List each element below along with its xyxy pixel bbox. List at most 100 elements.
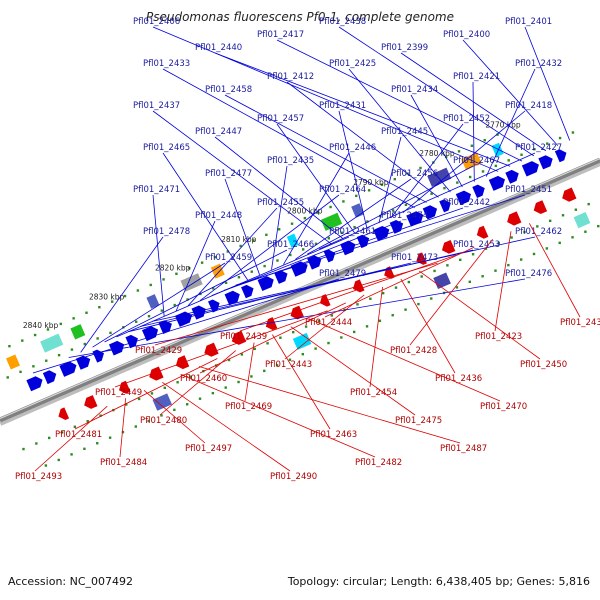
reverse-gene-arrow[interactable]	[263, 317, 278, 332]
feature-box[interactable]	[40, 333, 64, 353]
reverse-gene-arrow[interactable]	[288, 305, 304, 322]
gene-label[interactable]: Pfl01_2471	[133, 185, 180, 195]
gene-label[interactable]: Pfl01_2423	[475, 332, 522, 342]
gene-label[interactable]: Pfl01_2475	[395, 416, 442, 426]
gene-label[interactable]: Pfl01_2439	[220, 332, 267, 342]
gene-label[interactable]: Pfl01_2451	[505, 185, 552, 195]
feature-box[interactable]	[573, 212, 591, 229]
gene-label[interactable]: Pfl01_2448	[195, 211, 242, 221]
forward-gene-arrow[interactable]	[554, 147, 569, 163]
feature-box[interactable]	[433, 272, 451, 290]
gene-label[interactable]: Pfl01_2459	[205, 253, 252, 263]
feature-box[interactable]	[146, 294, 160, 309]
gene-label[interactable]: Pfl01_2452	[443, 114, 490, 124]
gene-label[interactable]: Pfl01_2412	[267, 72, 314, 82]
gene-label[interactable]: Pfl01_2455	[257, 198, 304, 208]
feature-box[interactable]	[320, 212, 343, 231]
gene-label[interactable]: Pfl01_2480	[140, 416, 187, 426]
forward-gene-arrow[interactable]	[538, 153, 555, 170]
gene-label[interactable]: Pfl01_2463	[310, 430, 357, 440]
forward-gene-arrow[interactable]	[488, 174, 508, 191]
reverse-gene-arrow[interactable]	[147, 366, 164, 382]
gene-label[interactable]: Pfl01_2464	[319, 185, 366, 195]
gene-label[interactable]: Pfl01_2437	[133, 101, 180, 111]
feature-box[interactable]	[461, 152, 482, 171]
gene-label[interactable]: Pfl01_2433	[143, 59, 190, 69]
gene-label[interactable]: Pfl01_2467	[453, 156, 500, 166]
gene-label[interactable]: Pfl01_2477	[205, 169, 252, 179]
feature-box[interactable]	[491, 142, 504, 157]
feature-box[interactable]	[292, 332, 312, 350]
reverse-gene-arrow[interactable]	[318, 294, 331, 309]
gene-label[interactable]: Pfl01_2449	[95, 388, 142, 398]
gene-label[interactable]: Pfl01_2431	[319, 101, 366, 111]
forward-gene-arrow[interactable]	[224, 289, 243, 306]
gene-label[interactable]: Pfl01_2428	[390, 346, 437, 356]
gene-label[interactable]: Pfl01_2399	[381, 43, 428, 53]
gene-label[interactable]: Pfl01_2458	[205, 85, 252, 95]
gene-label[interactable]: Pfl01_2469	[225, 402, 272, 412]
gene-label[interactable]: Pfl01_2442	[443, 198, 490, 208]
gene-label[interactable]: Pfl01_2462	[515, 227, 562, 237]
gene-label[interactable]: Pfl01_2445	[381, 127, 428, 137]
reverse-gene-arrow[interactable]	[173, 355, 190, 371]
reverse-gene-arrow[interactable]	[351, 279, 365, 294]
forward-gene-arrow[interactable]	[125, 333, 140, 349]
gene-label[interactable]: Pfl01_2456	[391, 169, 438, 179]
reverse-gene-arrow[interactable]	[56, 407, 70, 422]
forward-gene-arrow[interactable]	[92, 348, 106, 363]
gene-label[interactable]: Pfl01_2443	[265, 360, 312, 370]
reverse-gene-arrow[interactable]	[531, 200, 548, 216]
gene-label[interactable]: Pfl01_2470	[480, 402, 527, 412]
reverse-gene-arrow[interactable]	[202, 342, 219, 359]
gene-label[interactable]: Pfl01_2478	[143, 227, 190, 237]
forward-gene-arrow[interactable]	[257, 274, 277, 292]
gene-label[interactable]: Pfl01_2484	[100, 458, 147, 468]
forward-gene-arrow[interactable]	[59, 360, 78, 377]
forward-gene-arrow[interactable]	[439, 197, 453, 213]
gene-label[interactable]: Pfl01_2436	[435, 374, 482, 384]
gene-label[interactable]: Pfl01_2453	[453, 240, 500, 250]
gene-label[interactable]: Pfl01_2490	[270, 472, 317, 482]
forward-gene-arrow[interactable]	[455, 189, 474, 206]
gene-label[interactable]: Pfl01_2440	[195, 43, 242, 53]
forward-gene-arrow[interactable]	[521, 159, 541, 177]
gene-label[interactable]: Pfl01_2473	[391, 253, 438, 263]
gene-label[interactable]: Pfl01_2429	[135, 346, 182, 356]
feature-box[interactable]	[152, 393, 172, 411]
gene-label[interactable]: Pfl01_2417	[257, 30, 304, 40]
reverse-gene-arrow[interactable]	[440, 240, 456, 256]
gene-label[interactable]: Pfl01_2465	[143, 143, 190, 153]
reverse-gene-arrow[interactable]	[82, 395, 98, 411]
gene-label[interactable]: Pfl01_2466	[267, 240, 314, 250]
feature-box[interactable]	[70, 324, 86, 340]
gene-label[interactable]: Pfl01_2444	[305, 318, 352, 328]
forward-gene-arrow[interactable]	[505, 168, 521, 184]
gene-label[interactable]: Pfl01_2427	[515, 143, 562, 153]
feature-box[interactable]	[286, 233, 299, 248]
forward-gene-arrow[interactable]	[42, 368, 59, 385]
gene-label[interactable]: Pfl01_2400	[443, 30, 490, 40]
feature-box[interactable]	[6, 354, 21, 370]
gene-label[interactable]: Pfl01_2460	[180, 374, 227, 384]
forward-gene-arrow[interactable]	[191, 304, 209, 320]
reverse-gene-arrow[interactable]	[117, 380, 131, 396]
forward-gene-arrow[interactable]	[290, 259, 310, 277]
gene-label[interactable]: Pfl01_2421	[453, 72, 500, 82]
gene-label[interactable]: Pfl01_2450	[520, 360, 567, 370]
feature-box[interactable]	[210, 263, 225, 279]
gene-label[interactable]: Pfl01_2430	[560, 318, 600, 328]
forward-gene-arrow[interactable]	[108, 339, 127, 356]
gene-label[interactable]: Pfl01_2479	[319, 269, 366, 279]
gene-label[interactable]: Pfl01_2435	[267, 156, 314, 166]
gene-label[interactable]: Pfl01_2493	[15, 472, 62, 482]
gene-label[interactable]: Pfl01_2446	[329, 143, 376, 153]
forward-gene-arrow[interactable]	[241, 283, 256, 299]
gene-label[interactable]: Pfl01_2487	[440, 444, 487, 454]
gene-label[interactable]: Pfl01_2497	[185, 444, 232, 454]
gene-label[interactable]: Pfl01_2461	[329, 227, 376, 237]
forward-gene-arrow[interactable]	[472, 183, 487, 199]
gene-label[interactable]: Pfl01_2454	[350, 388, 397, 398]
gene-label[interactable]: Pfl01_2476	[505, 269, 552, 279]
gene-label[interactable]: Pfl01_2457	[257, 114, 304, 124]
